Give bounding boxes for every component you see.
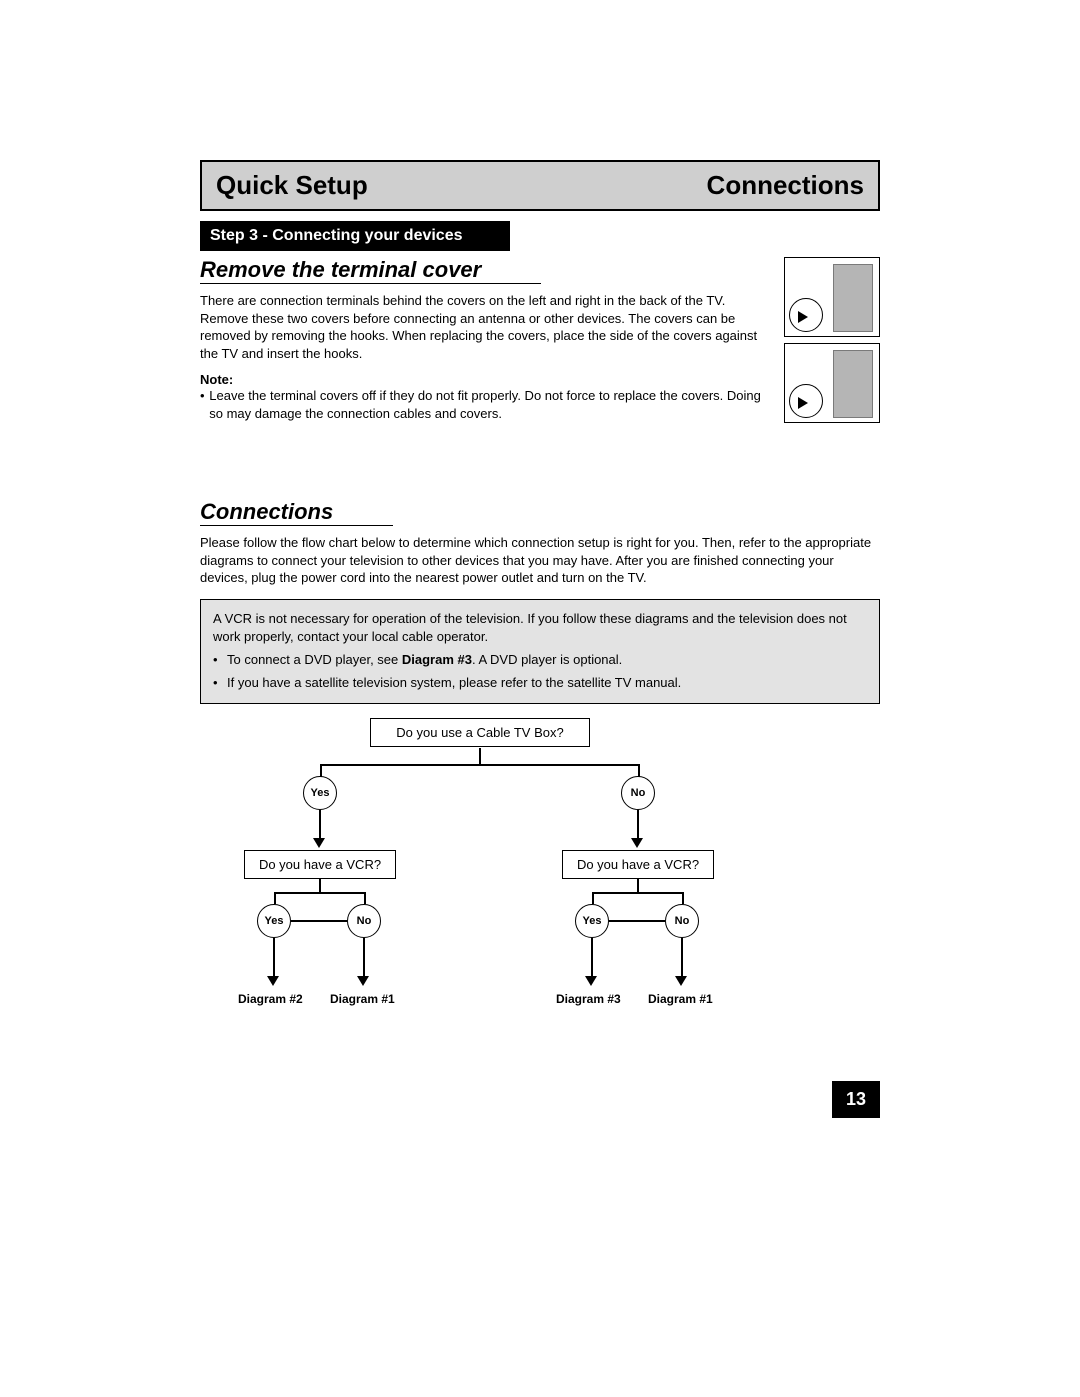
step-label: Step 3 - Connecting your devices — [200, 221, 510, 251]
flow-line — [319, 810, 321, 840]
note-bullet: • Leave the terminal covers off if they … — [200, 387, 770, 422]
arrowhead-icon — [585, 976, 597, 986]
flow-no-1: No — [621, 776, 655, 810]
flow-yes-2: Yes — [257, 904, 291, 938]
flow-line — [479, 748, 481, 764]
section1-text-column: Remove the terminal cover There are conn… — [200, 257, 770, 429]
header-title-left: Quick Setup — [216, 170, 368, 201]
flow-q1: Do you use a Cable TV Box? — [370, 718, 590, 747]
flow-line — [591, 938, 593, 978]
note-label: Note: — [200, 372, 770, 387]
flowchart: Do you use a Cable TV Box? Yes No Do you… — [200, 718, 880, 1048]
section2-title: Connections — [200, 499, 393, 526]
section-remove-cover: Remove the terminal cover There are conn… — [200, 257, 880, 429]
info-box: A VCR is not necessary for operation of … — [200, 599, 880, 704]
flow-result-d1-left: Diagram #1 — [330, 992, 395, 1006]
info-bullet-1: • To connect a DVD player, see Diagram #… — [213, 651, 867, 670]
manual-page: Quick Setup Connections Step 3 - Connect… — [200, 160, 880, 1048]
flow-result-d3: Diagram #3 — [556, 992, 621, 1006]
section-connections: Connections Please follow the flow chart… — [200, 499, 880, 1048]
flow-yes-1: Yes — [303, 776, 337, 810]
arrowhead-icon — [631, 838, 643, 848]
flow-q3: Do you have a VCR? — [562, 850, 714, 879]
arrowhead-icon — [675, 976, 687, 986]
flow-line — [291, 920, 347, 922]
info-b1-a: To connect a DVD player, see — [227, 652, 402, 667]
page-number: 13 — [832, 1081, 880, 1118]
section2-body: Please follow the flow chart below to de… — [200, 534, 880, 587]
section1-title: Remove the terminal cover — [200, 257, 541, 284]
flow-line — [637, 878, 639, 892]
tv-icon — [833, 350, 873, 418]
flow-no-3: No — [665, 904, 699, 938]
info-b1-b: Diagram #3 — [402, 652, 472, 667]
tv-icon — [833, 264, 873, 332]
flow-q2: Do you have a VCR? — [244, 850, 396, 879]
hand-circle-icon — [789, 298, 823, 332]
flow-line — [273, 938, 275, 978]
flow-no-2: No — [347, 904, 381, 938]
note-text: Leave the terminal covers off if they do… — [209, 387, 770, 422]
arrowhead-icon — [357, 976, 369, 986]
flow-line — [364, 892, 366, 904]
info-bullet-2: • If you have a satellite television sys… — [213, 674, 867, 693]
bullet-icon: • — [200, 387, 209, 422]
section1-body: There are connection terminals behind th… — [200, 292, 770, 362]
arrow-icon — [798, 311, 808, 323]
hand-circle-icon — [789, 384, 823, 418]
flow-result-d1-right: Diagram #1 — [648, 992, 713, 1006]
page-header-bar: Quick Setup Connections — [200, 160, 880, 211]
info-intro: A VCR is not necessary for operation of … — [213, 610, 867, 648]
arrowhead-icon — [267, 976, 279, 986]
illustration-bottom — [784, 343, 880, 423]
info-b1-c: . A DVD player is optional. — [472, 652, 622, 667]
flow-line — [274, 892, 366, 894]
flow-line — [609, 920, 665, 922]
flow-line — [320, 764, 640, 766]
bullet-icon: • — [213, 651, 227, 670]
flow-line — [681, 938, 683, 978]
flow-line — [274, 892, 276, 904]
illustration-top — [784, 257, 880, 337]
flow-result-d2: Diagram #2 — [238, 992, 303, 1006]
flow-line — [592, 892, 684, 894]
flow-line — [319, 878, 321, 892]
header-title-right: Connections — [707, 170, 864, 201]
info-bullet-2-text: If you have a satellite television syste… — [227, 674, 681, 693]
flow-line — [637, 810, 639, 840]
info-bullet-1-text: To connect a DVD player, see Diagram #3.… — [227, 651, 622, 670]
arrowhead-icon — [313, 838, 325, 848]
flow-line — [592, 892, 594, 904]
bullet-icon: • — [213, 674, 227, 693]
flow-yes-3: Yes — [575, 904, 609, 938]
flow-line — [363, 938, 365, 978]
illustration-column — [784, 257, 880, 429]
arrow-icon — [798, 397, 808, 409]
flow-line — [682, 892, 684, 904]
